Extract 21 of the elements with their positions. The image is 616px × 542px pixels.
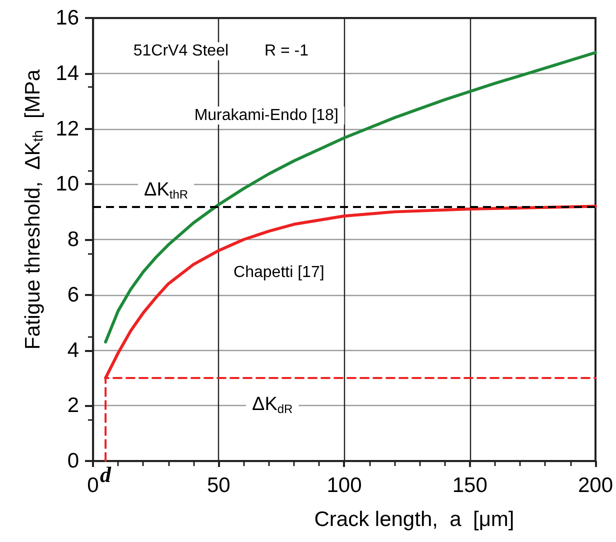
x-tick-label: 100 xyxy=(326,474,362,497)
y-tick-label: 14 xyxy=(56,62,80,85)
y-tick-label: 6 xyxy=(67,283,79,306)
x-tick-label: 200 xyxy=(578,474,614,497)
y-tick-label: 10 xyxy=(56,172,79,196)
annotation: 51CrV4 Steel xyxy=(133,42,229,60)
x-tick-label: 0 xyxy=(87,474,99,497)
x-tick-label: 50 xyxy=(206,474,230,497)
annotation: Murakami-Endo [18] xyxy=(194,106,338,124)
x-tick-label: 150 xyxy=(452,474,488,497)
y-tick-label: 2 xyxy=(67,394,79,418)
y-tick-label: 8 xyxy=(67,228,79,251)
x-axis-title: Crack length, a [μm] xyxy=(314,508,514,531)
y-tick-label: 0 xyxy=(67,450,79,472)
y-axis-title: Fatigue threshold, ΔKth [MPa xyxy=(22,69,46,350)
text: d xyxy=(100,462,112,487)
y-tick-label: 16 xyxy=(56,6,79,30)
annotation: R = -1 xyxy=(264,42,309,60)
annotation: Chapetti [17] xyxy=(234,264,324,282)
y-tick-label: 4 xyxy=(67,338,80,362)
y-tick-label: 12 xyxy=(56,117,79,140)
